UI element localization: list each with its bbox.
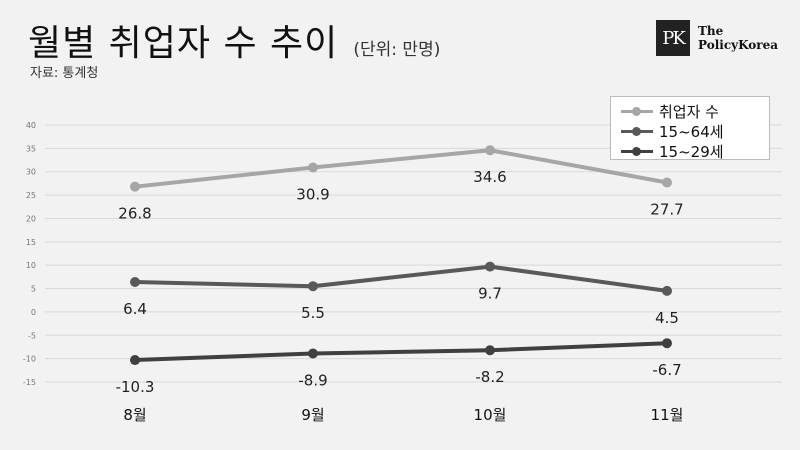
logo-text: The PolicyKorea <box>698 24 778 52</box>
data-label: -8.9 <box>298 371 327 389</box>
data-point <box>662 285 672 296</box>
data-point <box>308 281 318 292</box>
y-tick-label: 5 <box>31 285 36 294</box>
legend-item: 15~64세 <box>619 121 761 141</box>
legend-swatch-icon <box>619 124 655 138</box>
data-label: 30.9 <box>296 186 329 204</box>
logo-mark-icon: PK <box>656 20 690 56</box>
data-label: -6.7 <box>652 361 681 379</box>
x-tick-label: 9월 <box>301 406 324 424</box>
legend-swatch-icon <box>619 144 655 158</box>
y-tick-label: -5 <box>28 331 36 340</box>
chart-legend: 취업자 수 15~64세 15~29세 <box>610 96 770 161</box>
legend-item: 15~29세 <box>619 141 761 161</box>
legend-label: 취업자 수 <box>659 102 719 121</box>
series-line <box>134 264 668 293</box>
data-point <box>662 338 672 349</box>
data-point <box>130 277 140 288</box>
chart-title: 월별 취업자 수 추이 <box>28 23 339 64</box>
data-point <box>485 345 495 356</box>
data-label: 6.4 <box>123 300 147 318</box>
x-tick-label: 11월 <box>651 406 684 424</box>
y-tick-label: 40 <box>26 121 36 130</box>
data-point <box>308 162 318 173</box>
y-tick-label: 35 <box>26 144 36 153</box>
title-block: 월별 취업자 수 추이 (단위: 만명) <box>28 14 440 66</box>
legend-item: 취업자 수 <box>619 101 761 121</box>
logo-line-2: PolicyKorea <box>698 38 779 52</box>
y-tick-label: 10 <box>26 261 36 270</box>
source-label: 자료: 통계청 <box>30 66 99 81</box>
legend-label: 15~64세 <box>659 122 724 141</box>
data-point <box>485 145 495 156</box>
data-point <box>662 177 672 188</box>
brand-logo: PK The PolicyKorea <box>656 20 778 56</box>
series-line <box>134 148 668 189</box>
legend-label: 15~29세 <box>659 142 724 161</box>
data-point <box>485 261 495 272</box>
data-label: 26.8 <box>118 205 151 223</box>
y-tick-label: 15 <box>26 238 36 247</box>
x-tick-label: 8월 <box>123 406 146 424</box>
y-tick-label: -15 <box>23 378 36 387</box>
data-point <box>308 348 318 359</box>
data-label: 4.5 <box>655 309 679 327</box>
y-tick-label: -10 <box>23 355 36 364</box>
y-tick-label: 30 <box>26 168 36 177</box>
data-label: 5.5 <box>301 304 325 322</box>
y-tick-label: 0 <box>31 308 36 317</box>
logo-line-1: The <box>698 24 724 38</box>
x-tick-label: 10월 <box>474 406 507 424</box>
data-label: -8.2 <box>475 368 504 386</box>
data-point <box>130 181 140 192</box>
data-label: 27.7 <box>650 200 683 218</box>
legend-swatch-icon <box>619 104 655 118</box>
series-line <box>134 341 668 363</box>
unit-label: (단위: 만명) <box>353 40 441 60</box>
data-label: 9.7 <box>478 285 502 303</box>
data-label: -10.3 <box>116 378 155 396</box>
data-point <box>130 355 140 366</box>
y-tick-label: 20 <box>26 214 36 223</box>
data-label: 34.6 <box>473 168 506 186</box>
y-tick-label: 25 <box>26 191 36 200</box>
